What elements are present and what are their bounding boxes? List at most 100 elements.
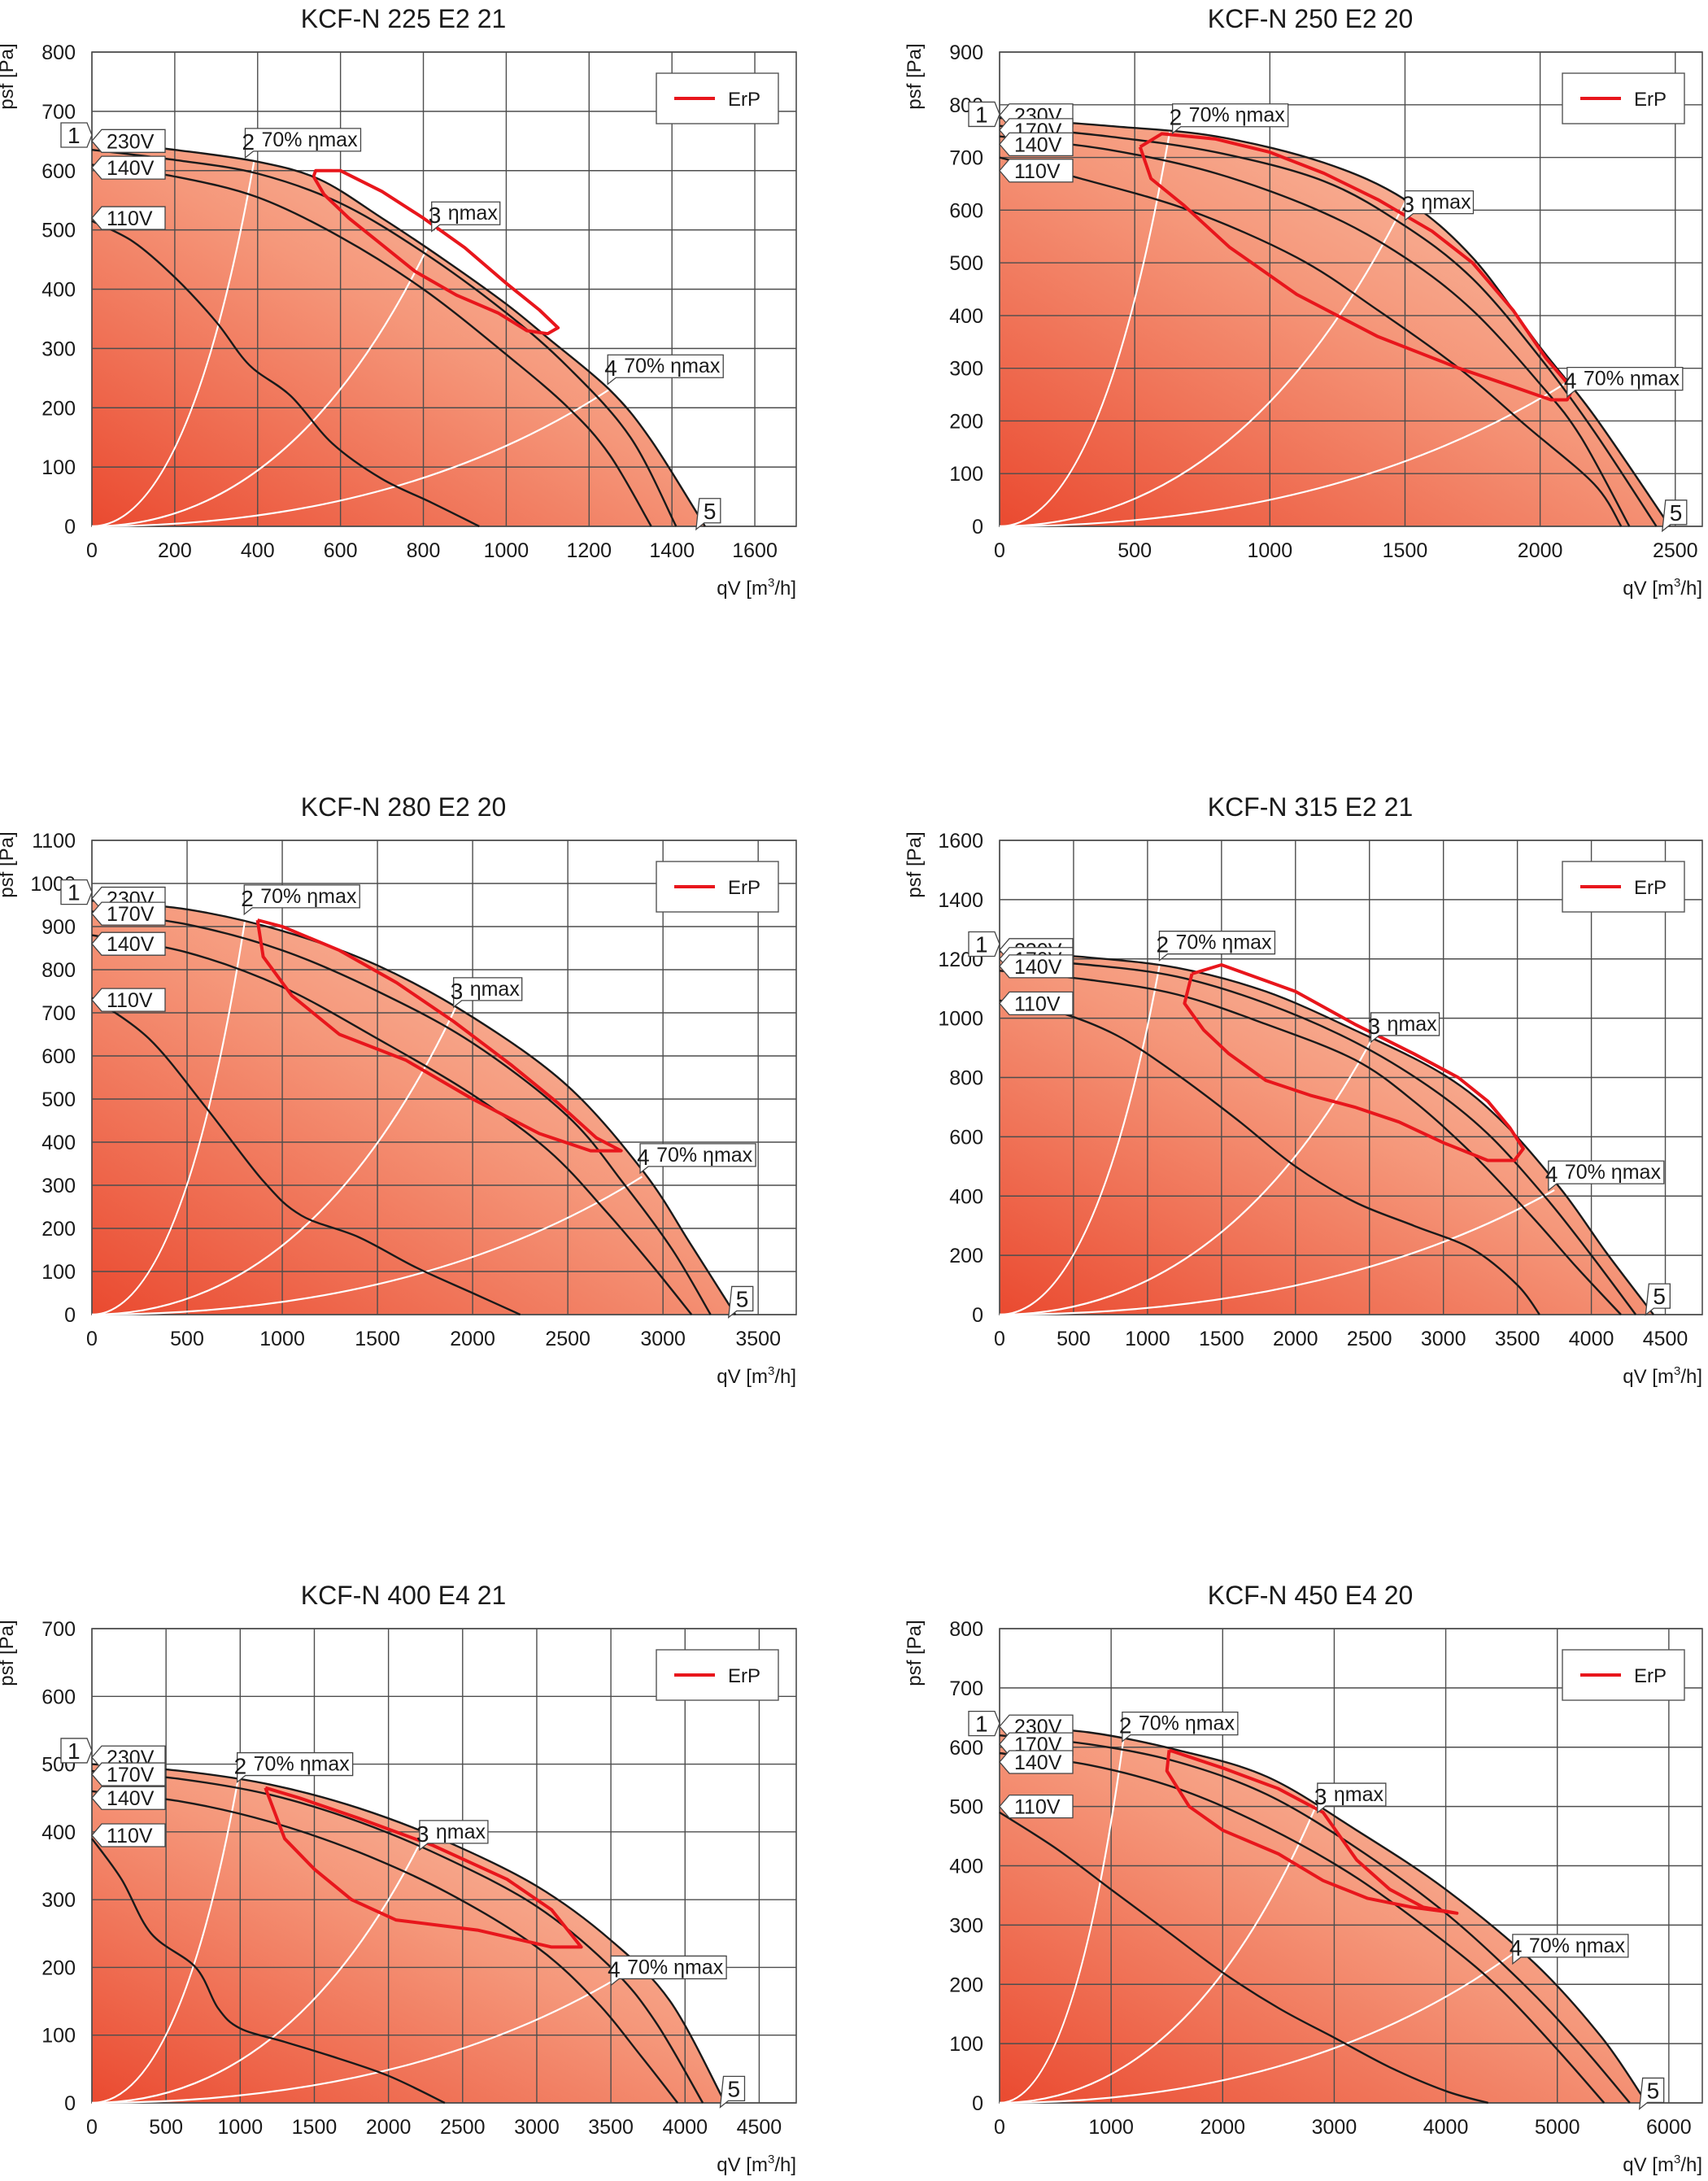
voltage-tag-box (91, 1823, 166, 1847)
y-tick-label: 500 (41, 220, 76, 242)
x-tick-label: 1000 (259, 1328, 305, 1350)
legend-erp-label: ErP (728, 1665, 760, 1687)
y-axis-label: psf [Pa] (904, 1620, 926, 1686)
point-number: 4 (1545, 1162, 1558, 1187)
curve-140V (999, 970, 1622, 1315)
erp-boundary (1183, 963, 1525, 1162)
x-tick-label: 3000 (640, 1328, 686, 1350)
erp-boundary (1165, 1748, 1459, 1915)
point-number: 2 (1170, 105, 1183, 130)
voltage-tag-110V: 110V (91, 988, 166, 1012)
point-marker-2: 2 70% ηmax (1170, 103, 1289, 135)
x-tick-label: 400 (241, 539, 275, 562)
point-marker-3: 3 ηmax (416, 1820, 489, 1852)
x-tick-label: 1000 (1088, 2116, 1134, 2139)
x-tick-label: 0 (994, 1328, 1005, 1350)
voltage-label: 170V (107, 1764, 155, 1786)
curve-110V (999, 1811, 1489, 2105)
plot-frame (91, 840, 797, 1315)
y-axis-label: psf [Pa] (0, 831, 18, 897)
x-axis-label: qV [m3/h] (1623, 576, 1702, 600)
x-tick-label: 200 (158, 539, 192, 562)
system-line-2 (999, 1723, 1127, 2105)
y-axis-label: psf [Pa] (904, 43, 926, 109)
point-marker-box (1122, 1711, 1239, 1743)
point-marker-box (1317, 1782, 1387, 1814)
point-marker-5: 5 (719, 2075, 746, 2109)
voltage-tag-140V: 140V (999, 132, 1074, 157)
point-number: 1 (68, 123, 81, 148)
x-axis-label-sup: 3 (768, 1364, 774, 1378)
y-tick-label: 300 (41, 338, 76, 360)
voltage-tag-box (91, 129, 166, 153)
point-marker-4: 4 70% ηmax (604, 354, 724, 386)
system-line-label: 70% ηmax (624, 355, 721, 377)
y-tick-label: 100 (949, 463, 983, 486)
chart-title: KCF-N 225 E2 21 (301, 4, 507, 33)
point-number: 2 (1119, 1713, 1132, 1738)
y-tick-label: 700 (41, 1618, 76, 1641)
system-line-3 (91, 1831, 427, 2105)
system-line-label: 70% ηmax (1584, 368, 1680, 390)
x-tick-label: 0 (86, 2116, 98, 2139)
voltage-label: 110V (107, 207, 153, 230)
y-tick-label: 400 (41, 1132, 76, 1154)
system-line-label: 70% ηmax (1565, 1161, 1662, 1184)
x-axis-label: qV [m3/h] (1623, 1364, 1702, 1388)
y-tick-label: 0 (972, 516, 983, 539)
point-number: 3 (1401, 192, 1414, 217)
voltage-tag-box (91, 988, 166, 1012)
y-tick-label: 800 (41, 959, 76, 982)
system-line-label: ηmax (1388, 1013, 1438, 1036)
point-marker-box (968, 101, 1000, 128)
x-tick-label: 3000 (514, 2116, 560, 2139)
x-axis-label-end: /h] (1680, 1366, 1702, 1388)
voltage-label: 140V (1014, 133, 1062, 156)
chart-panel-6: KCF-N 450 E4 200 1000 2000 3000 4000 5000 6000… (904, 1581, 1703, 2176)
voltage-tag-140V: 140V (999, 1750, 1074, 1774)
y-tick-label: 100 (41, 2025, 76, 2048)
system-line-4 (91, 1176, 643, 1316)
point-marker-2: 2 70% ηmax (234, 1751, 354, 1783)
voltage-tag-box (999, 132, 1074, 157)
legend-box (1562, 1649, 1685, 1701)
y-tick-label: 400 (949, 1185, 983, 1208)
chart-panel-4: KCF-N 315 E2 210 500 1000 1500 2000 2500 3000 3… (904, 792, 1703, 1388)
y-tick-label: 600 (41, 1686, 76, 1708)
y-tick-label: 500 (949, 1796, 983, 1819)
y-tick-label: 0 (972, 2092, 983, 2115)
point-number: 3 (451, 979, 464, 1004)
y-tick-label: 300 (949, 1914, 983, 1937)
x-tick-label: 800 (407, 539, 441, 562)
legend-erp-label: ErP (728, 877, 760, 899)
point-number: 5 (727, 2076, 740, 2101)
legend-erp-label: ErP (728, 89, 760, 111)
point-marker-box (453, 977, 523, 1009)
operating-area-fill (1000, 951, 1654, 1315)
y-tick-label: 700 (41, 101, 76, 124)
system-line-3 (91, 999, 460, 1316)
chart-panel-2: KCF-N 250 E2 200 500 1000 1500 2000 250001002… (904, 4, 1703, 600)
point-number: 5 (736, 1286, 749, 1311)
voltage-tag-box (91, 155, 166, 180)
point-number: 1 (975, 1712, 988, 1737)
x-tick-label: 2000 (1273, 1328, 1318, 1350)
point-marker-box (1172, 103, 1289, 135)
chart-title: KCF-N 450 E4 20 (1208, 1581, 1414, 1610)
point-number: 5 (704, 499, 717, 524)
x-axis-label-main: qV [m (717, 578, 768, 600)
y-tick-label: 0 (64, 516, 76, 539)
x-axis-label-main: qV [m (1623, 2154, 1674, 2176)
x-tick-label: 3000 (1421, 1328, 1466, 1350)
curve-110V (999, 999, 1540, 1315)
point-marker-box (60, 122, 93, 148)
y-tick-label: 0 (972, 1304, 983, 1327)
operating-area-fill (92, 1764, 725, 2103)
system-line-label: 70% ηmax (1189, 104, 1286, 127)
x-tick-label: 5000 (1535, 2116, 1580, 2139)
y-axis-label: psf [Pa] (0, 1620, 18, 1686)
point-number: 3 (416, 1821, 429, 1847)
point-marker-box (243, 884, 360, 916)
point-marker-box (1158, 931, 1276, 962)
voltage-tag-170V: 170V (91, 1762, 166, 1786)
